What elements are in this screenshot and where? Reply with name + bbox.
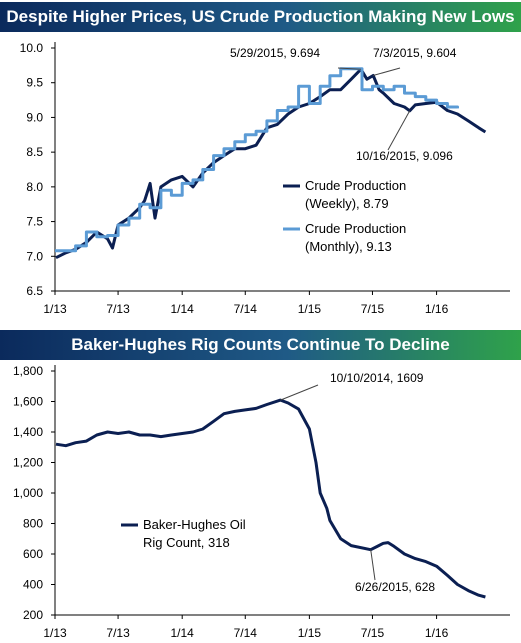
x-tick-label: 1/13: [43, 302, 67, 316]
x-tick-label: 1/15: [298, 626, 322, 640]
x-tick-label: 7/15: [361, 302, 385, 316]
x-tick-label: 7/13: [106, 302, 130, 316]
y-tick-label: 1,000: [13, 486, 43, 500]
annotation-leader: [337, 67, 361, 70]
y-tick-label: 200: [23, 608, 43, 622]
y-tick-label: 6.5: [26, 284, 43, 298]
annotation-label: 5/29/2015, 9.694: [230, 46, 320, 60]
series-line-1-2: [55, 67, 459, 253]
legend-label: (Weekly), 8.79: [305, 196, 389, 211]
series-line-1-1: [55, 67, 487, 260]
x-tick-label: 1/16: [425, 302, 449, 316]
y-tick-label: 7.0: [26, 249, 43, 263]
x-tick-label: 1/14: [171, 302, 195, 316]
annotation-leader: [370, 549, 376, 581]
y-tick-label: 1,800: [13, 364, 43, 378]
x-tick-label: 7/14: [234, 626, 258, 640]
chart-2-title: Baker-Hughes Rig Counts Continue To Decl…: [0, 330, 521, 360]
y-tick-label: 600: [23, 547, 43, 561]
x-tick-label: 7/14: [234, 302, 258, 316]
y-tick-label: 1,200: [13, 456, 43, 470]
x-tick-label: 7/15: [361, 626, 385, 640]
y-tick-label: 1,600: [13, 395, 43, 409]
y-tick-label: 400: [23, 578, 43, 592]
y-tick-label: 9.0: [26, 110, 43, 124]
annotation-leader: [373, 67, 401, 76]
y-tick-label: 10.0: [20, 41, 44, 55]
legend-label: Crude Production: [305, 178, 406, 193]
chart-1-title: Despite Higher Prices, US Crude Producti…: [0, 2, 521, 32]
y-tick-label: 9.5: [26, 76, 43, 90]
y-tick-label: 8.0: [26, 180, 43, 194]
annotation-label: 10/16/2015, 9.096: [356, 149, 453, 163]
y-tick-label: 1,400: [13, 425, 43, 439]
y-tick-label: 7.5: [26, 215, 43, 229]
legend-label: (Monthly), 9.13: [305, 239, 392, 254]
legend-label: Rig Count, 318: [143, 535, 230, 550]
x-tick-label: 1/13: [43, 626, 67, 640]
annotation-leader: [387, 110, 411, 151]
x-tick-label: 1/14: [171, 626, 195, 640]
x-tick-label: 7/13: [106, 626, 130, 640]
annotation-leader: [280, 384, 319, 401]
annotation-label: 6/26/2015, 628: [355, 580, 435, 594]
y-tick-label: 8.5: [26, 145, 43, 159]
legend-label: Baker-Hughes Oil: [143, 517, 246, 532]
series-line-2-1: [55, 398, 486, 599]
annotation-label: 7/3/2015, 9.604: [373, 46, 457, 60]
legend-label: Crude Production: [305, 221, 406, 236]
x-tick-label: 1/16: [425, 626, 449, 640]
annotation-label: 10/10/2014, 1609: [330, 371, 424, 385]
x-tick-label: 1/15: [298, 302, 322, 316]
y-tick-label: 800: [23, 517, 43, 531]
